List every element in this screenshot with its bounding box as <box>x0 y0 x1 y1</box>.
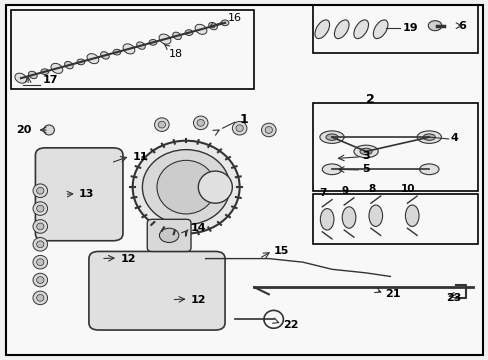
Ellipse shape <box>154 118 169 131</box>
Ellipse shape <box>197 120 204 126</box>
Ellipse shape <box>322 164 341 175</box>
Ellipse shape <box>28 71 37 78</box>
Text: 3: 3 <box>362 151 369 161</box>
Text: 7: 7 <box>319 188 326 198</box>
Ellipse shape <box>33 291 47 305</box>
Text: 10: 10 <box>400 184 415 194</box>
Ellipse shape <box>159 228 179 243</box>
Circle shape <box>113 49 121 55</box>
Ellipse shape <box>132 141 239 234</box>
Text: 20: 20 <box>16 125 31 135</box>
FancyBboxPatch shape <box>35 148 122 241</box>
Text: 18: 18 <box>164 44 183 59</box>
Ellipse shape <box>353 145 377 158</box>
Ellipse shape <box>123 44 135 54</box>
Ellipse shape <box>325 134 337 140</box>
Ellipse shape <box>264 127 272 134</box>
Text: 9: 9 <box>341 186 348 196</box>
Ellipse shape <box>422 134 434 140</box>
Ellipse shape <box>368 205 382 226</box>
Ellipse shape <box>64 62 73 69</box>
Circle shape <box>185 30 192 35</box>
Ellipse shape <box>37 223 44 230</box>
Ellipse shape <box>43 125 54 135</box>
Text: 16: 16 <box>209 13 241 27</box>
Ellipse shape <box>37 241 44 248</box>
Bar <box>312 194 477 244</box>
Text: 19: 19 <box>402 23 417 33</box>
Ellipse shape <box>158 121 165 128</box>
Ellipse shape <box>136 42 145 49</box>
Text: 5: 5 <box>362 164 369 174</box>
Text: 8: 8 <box>367 184 375 194</box>
Text: 21: 21 <box>385 289 400 299</box>
Bar <box>312 5 477 53</box>
Ellipse shape <box>87 54 99 64</box>
Ellipse shape <box>261 123 276 137</box>
Ellipse shape <box>142 150 229 225</box>
Text: 12: 12 <box>191 295 206 305</box>
Ellipse shape <box>419 164 438 175</box>
Ellipse shape <box>33 220 47 233</box>
Text: 22: 22 <box>283 320 298 330</box>
Ellipse shape <box>33 255 47 269</box>
Ellipse shape <box>359 148 371 155</box>
FancyBboxPatch shape <box>89 251 224 330</box>
Ellipse shape <box>416 131 441 143</box>
Text: 11: 11 <box>132 152 148 162</box>
Ellipse shape <box>198 171 232 203</box>
Text: 17: 17 <box>42 75 58 85</box>
Ellipse shape <box>37 276 44 283</box>
Ellipse shape <box>37 205 44 212</box>
Ellipse shape <box>159 34 170 44</box>
Ellipse shape <box>157 160 215 214</box>
Ellipse shape <box>33 202 47 215</box>
Circle shape <box>149 40 157 45</box>
Ellipse shape <box>101 52 109 59</box>
Ellipse shape <box>208 22 217 30</box>
Bar <box>11 10 254 89</box>
Ellipse shape <box>37 294 44 301</box>
Circle shape <box>41 69 49 75</box>
Text: 4: 4 <box>449 133 457 143</box>
Text: 15: 15 <box>273 247 288 256</box>
Bar <box>312 103 477 191</box>
Ellipse shape <box>33 184 47 198</box>
Ellipse shape <box>314 20 329 39</box>
Text: 13: 13 <box>79 189 94 199</box>
Circle shape <box>221 20 228 26</box>
Ellipse shape <box>37 259 44 266</box>
Ellipse shape <box>33 238 47 251</box>
Ellipse shape <box>320 208 333 230</box>
Ellipse shape <box>37 187 44 194</box>
Text: 23: 23 <box>446 293 461 303</box>
Ellipse shape <box>405 205 418 226</box>
Text: 2: 2 <box>366 93 374 106</box>
Text: 6: 6 <box>458 21 466 31</box>
Ellipse shape <box>236 125 243 132</box>
Ellipse shape <box>33 273 47 287</box>
Text: 12: 12 <box>120 253 136 264</box>
FancyBboxPatch shape <box>147 219 191 251</box>
Circle shape <box>427 21 441 31</box>
Ellipse shape <box>353 20 368 39</box>
Ellipse shape <box>193 116 207 130</box>
Circle shape <box>77 59 84 65</box>
Ellipse shape <box>15 73 27 83</box>
Ellipse shape <box>172 32 181 40</box>
Ellipse shape <box>342 207 355 228</box>
Text: 1: 1 <box>239 113 248 126</box>
Ellipse shape <box>195 24 206 34</box>
Text: 14: 14 <box>191 223 206 233</box>
Ellipse shape <box>334 20 348 39</box>
Ellipse shape <box>232 121 246 135</box>
Ellipse shape <box>51 63 62 73</box>
Ellipse shape <box>319 131 344 143</box>
Ellipse shape <box>372 20 387 39</box>
